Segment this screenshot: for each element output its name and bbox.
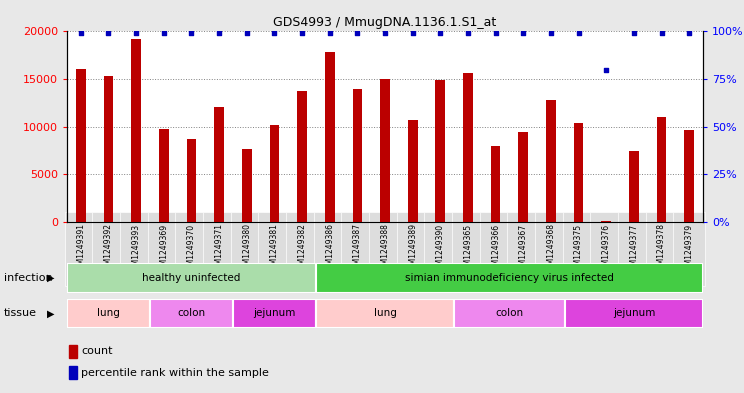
Bar (684, 130, 694, 222)
Bar (519, 132, 528, 222)
Bar (214, 107, 224, 222)
Bar (380, 79, 390, 222)
Text: colon: colon (177, 309, 205, 318)
Point (158, 30, 170, 37)
Bar (546, 100, 556, 222)
Point (545, 30, 557, 37)
Point (655, 30, 667, 37)
Bar (150, 299, 233, 328)
Text: ▶: ▶ (47, 273, 54, 283)
Bar (316, 263, 703, 293)
Point (269, 30, 280, 37)
Bar (68, 345, 77, 358)
Text: colon: colon (496, 309, 524, 318)
Bar (353, 89, 362, 222)
Bar (464, 73, 473, 222)
Bar (269, 125, 279, 222)
Bar (76, 69, 86, 222)
Point (407, 30, 419, 37)
Bar (187, 139, 196, 222)
Point (324, 30, 336, 37)
Text: healthy uninfected: healthy uninfected (142, 273, 240, 283)
Point (241, 30, 253, 37)
Bar (491, 146, 501, 222)
Bar (159, 129, 169, 222)
Bar (316, 299, 454, 328)
Bar (408, 120, 417, 222)
Bar (233, 299, 316, 328)
Point (213, 30, 225, 37)
Point (75, 30, 87, 37)
Point (379, 30, 391, 37)
Title: GDS4993 / MmugDNA.1136.1.S1_at: GDS4993 / MmugDNA.1136.1.S1_at (273, 16, 497, 29)
Point (517, 30, 529, 37)
Bar (67, 263, 316, 293)
Point (628, 30, 640, 37)
Point (130, 30, 142, 37)
Bar (574, 123, 583, 222)
Bar (67, 299, 150, 328)
Bar (68, 366, 77, 380)
Text: simian immunodeficiency virus infected: simian immunodeficiency virus infected (405, 273, 614, 283)
Bar (435, 80, 445, 222)
Point (351, 30, 363, 37)
Point (434, 30, 446, 37)
Bar (565, 299, 703, 328)
Bar (103, 76, 113, 222)
Text: infection: infection (4, 273, 52, 283)
Point (683, 30, 695, 37)
Bar (657, 117, 667, 222)
Text: lung: lung (97, 309, 120, 318)
Bar (131, 39, 141, 222)
Text: ▶: ▶ (47, 309, 54, 318)
Point (573, 30, 585, 37)
Text: jejunum: jejunum (253, 309, 295, 318)
Bar (629, 151, 639, 222)
Point (462, 30, 474, 37)
Point (600, 66, 612, 73)
Bar (297, 92, 307, 222)
Text: tissue: tissue (4, 309, 36, 318)
Point (490, 30, 501, 37)
Text: jejunum: jejunum (613, 309, 655, 318)
Text: count: count (81, 346, 112, 356)
Bar (454, 299, 565, 328)
Point (103, 30, 115, 37)
Text: lung: lung (373, 309, 397, 318)
Bar (325, 52, 335, 222)
Bar (242, 149, 251, 222)
Point (296, 30, 308, 37)
Text: percentile rank within the sample: percentile rank within the sample (81, 368, 269, 378)
Point (185, 30, 197, 37)
Bar (601, 221, 611, 222)
